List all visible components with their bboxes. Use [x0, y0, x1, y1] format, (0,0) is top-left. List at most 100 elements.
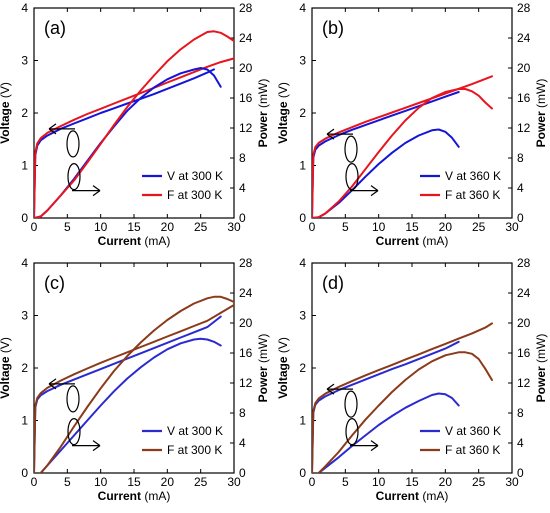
y-right-axis-label: Power (mW): [534, 334, 548, 403]
x-tick-label: 5: [342, 220, 349, 234]
axis-indicators: [326, 383, 379, 452]
arrow-right-head: [92, 185, 101, 197]
y-right-tick-label: 12: [517, 376, 531, 390]
y-left-tick-label: 1: [299, 159, 306, 173]
legend-entry: V at 300 K: [167, 424, 223, 438]
x-tick-label: 25: [194, 475, 208, 489]
y-left-tick-label: 4: [21, 1, 28, 15]
series-line-right-f-at-300-k: [39, 295, 234, 473]
y-right-tick-label: 12: [239, 121, 253, 135]
x-tick-label: 15: [405, 220, 419, 234]
x-tick-label: 30: [227, 475, 241, 489]
y-right-tick-label: 20: [239, 61, 253, 75]
arrow-right-head: [92, 440, 101, 452]
x-tick-label: 10: [94, 475, 108, 489]
ellipse-power-indicator: [67, 163, 81, 191]
series-line-right-v-at-360-k: [317, 392, 460, 473]
ellipse-voltage-indicator: [344, 390, 358, 418]
ellipse-voltage-indicator: [66, 385, 80, 413]
series-line-left-v-at-300-k: [34, 315, 222, 473]
legend: V at 300 K F at 300 K: [142, 424, 223, 457]
plot-frame: [33, 7, 235, 219]
y-right-axis-label: Power (mW): [256, 334, 270, 403]
x-tick-label: 0: [309, 220, 316, 234]
x-tick-label: 15: [127, 475, 141, 489]
x-tick-label: 20: [161, 475, 175, 489]
series-group: [34, 30, 234, 218]
y-left-axis-label: Voltage (V): [276, 82, 290, 144]
x-tick-label: 20: [439, 475, 453, 489]
legend: V at 360 K F at 360 K: [420, 169, 501, 202]
x-tick-label: 10: [372, 475, 386, 489]
y-right-tick-label: 4: [517, 181, 524, 195]
y-left-axis-label: Voltage (V): [0, 82, 12, 144]
y-left-tick-label: 1: [21, 414, 28, 428]
series-line-left-v-at-360-k: [312, 340, 460, 473]
y-right-tick-label: 12: [517, 121, 531, 135]
x-axis-label: Current (mA): [376, 234, 449, 248]
y-right-tick-label: 0: [239, 211, 246, 225]
arrow-right-head: [370, 185, 379, 197]
series-line-left-f-at-300-k: [34, 57, 234, 218]
y-right-tick-label: 16: [239, 91, 253, 105]
y-right-tick-label: 28: [517, 1, 531, 15]
y-right-tick-label: 24: [517, 31, 531, 45]
y-right-tick-label: 20: [239, 316, 253, 330]
y-left-tick-label: 4: [299, 1, 306, 15]
legend-entry: F at 300 K: [167, 188, 222, 202]
y-right-tick-label: 24: [517, 286, 531, 300]
y-left-tick-label: 3: [299, 309, 306, 323]
x-axis-label: Current (mA): [376, 489, 449, 503]
y-right-axis-label: Power (mW): [256, 79, 270, 148]
y-right-tick-label: 4: [239, 436, 246, 450]
x-tick-label: 0: [31, 220, 38, 234]
x-tick-label: 20: [161, 220, 175, 234]
ellipse-voltage-indicator: [66, 130, 80, 158]
legend-entry: V at 360 K: [445, 169, 501, 183]
axis-indicators: [48, 123, 101, 197]
y-right-tick-label: 20: [517, 61, 531, 75]
series-line-right-f-at-360-k: [312, 88, 493, 218]
x-axis-label: Current (mA): [98, 489, 171, 503]
y-right-axis-label: Power (mW): [534, 79, 548, 148]
y-right-tick-label: 16: [239, 346, 253, 360]
series-line-right-f-at-300-k: [34, 30, 234, 218]
x-tick-label: 15: [127, 220, 141, 234]
x-tick-label: 25: [194, 220, 208, 234]
ellipse-power-indicator: [345, 418, 359, 446]
y-right-tick-label: 0: [517, 466, 524, 480]
y-left-tick-label: 0: [299, 211, 306, 225]
y-left-tick-label: 3: [21, 309, 28, 323]
y-right-tick-label: 0: [517, 211, 524, 225]
y-left-tick-label: 0: [21, 466, 28, 480]
y-right-tick-label: 8: [239, 151, 246, 165]
series-line-left-v-at-360-k: [312, 91, 460, 218]
y-right-tick-label: 8: [239, 406, 246, 420]
x-tick-label: 5: [64, 475, 71, 489]
x-tick-label: 0: [309, 475, 316, 489]
y-right-tick-label: 28: [239, 1, 253, 15]
legend-entry: F at 360 K: [445, 188, 500, 202]
legend-entry: V at 300 K: [167, 169, 223, 183]
y-left-tick-label: 0: [299, 466, 306, 480]
x-tick-label: 5: [342, 475, 349, 489]
arrow-right-head: [370, 440, 379, 452]
y-right-tick-label: 20: [517, 316, 531, 330]
legend-entry: F at 360 K: [445, 443, 500, 457]
x-tick-label: 25: [472, 220, 486, 234]
y-left-tick-label: 3: [299, 54, 306, 68]
y-left-tick-label: 1: [21, 159, 28, 173]
x-axis-label: Current (mA): [98, 234, 171, 248]
y-right-tick-label: 16: [517, 91, 531, 105]
y-left-tick-label: 2: [21, 106, 28, 120]
y-right-tick-label: 28: [239, 256, 253, 270]
y-right-tick-label: 24: [239, 286, 253, 300]
y-left-tick-label: 0: [21, 211, 28, 225]
arrow-left-head: [48, 123, 57, 135]
y-right-tick-label: 28: [517, 256, 531, 270]
y-right-tick-label: 0: [239, 466, 246, 480]
x-tick-label: 20: [439, 220, 453, 234]
y-left-tick-label: 2: [299, 106, 306, 120]
